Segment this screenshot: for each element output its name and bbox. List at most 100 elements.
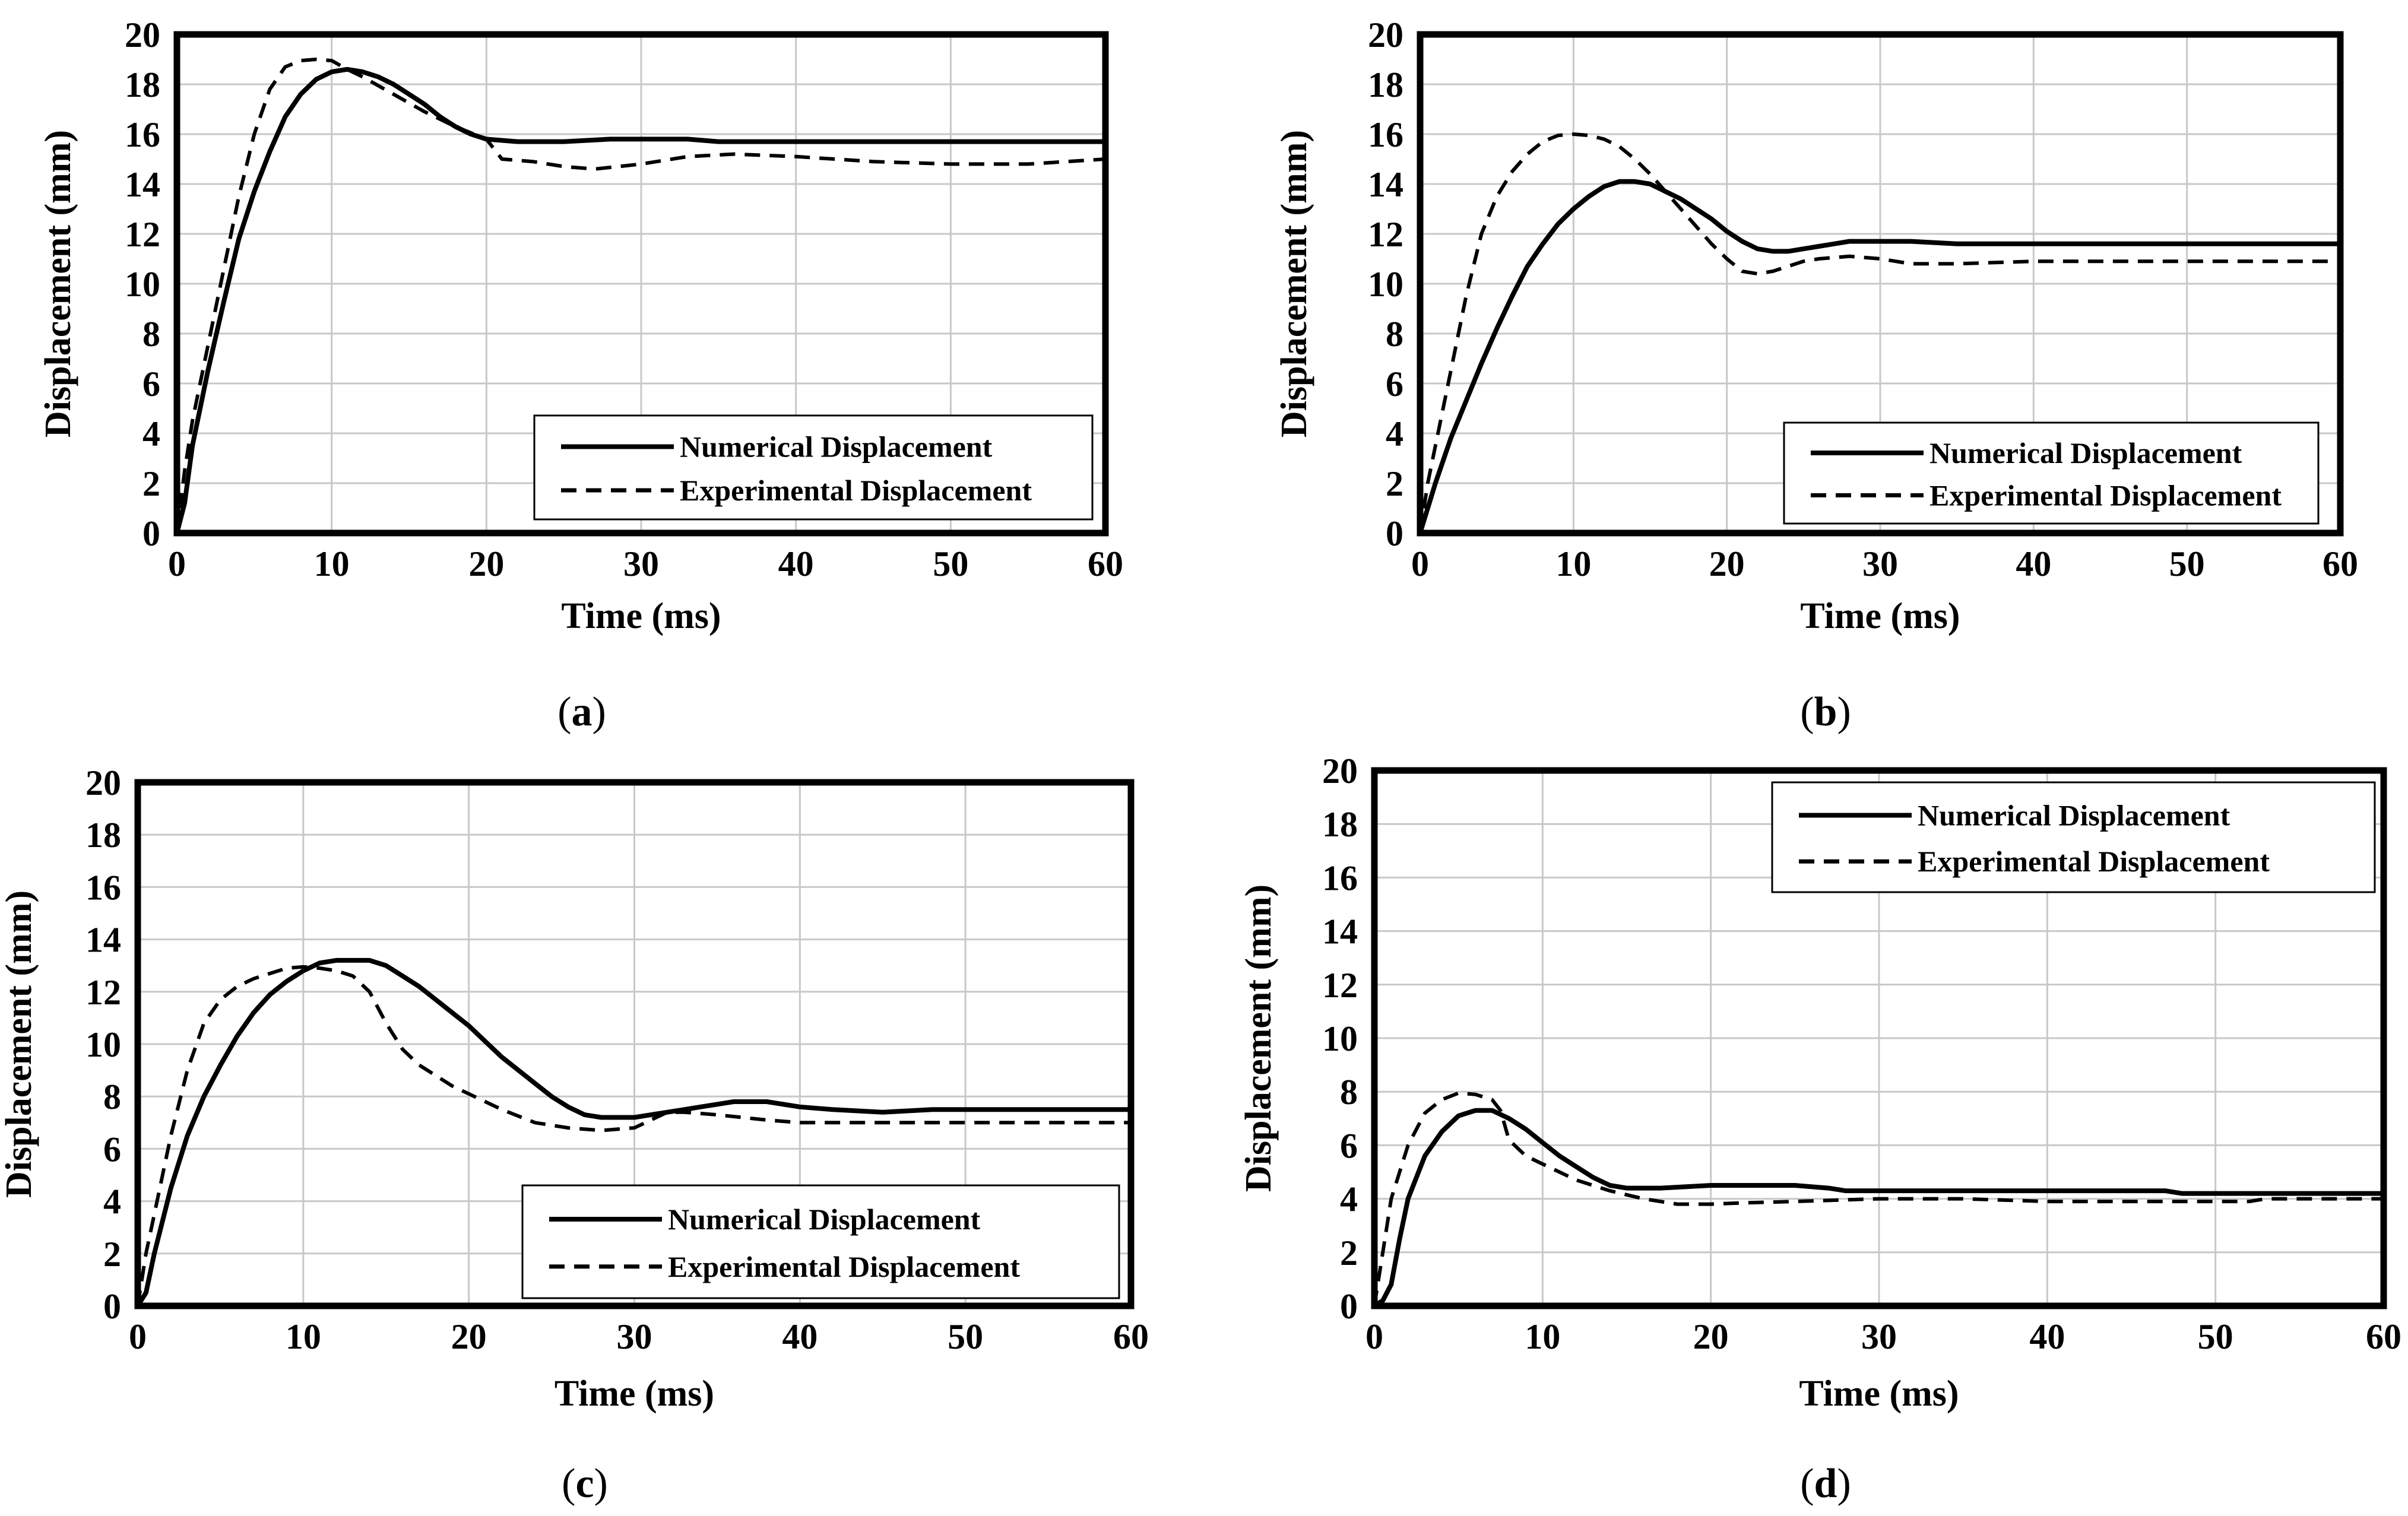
legend-box (533, 414, 1094, 521)
y-tick-label: 18 (85, 816, 121, 855)
y-tick-label: 16 (1368, 115, 1403, 154)
chart-panel-b: 0 2 4 6 8 10 12 14 16 18 20 0 10 20 30 40 50 60 Time (ms) D… (1274, 15, 2358, 735)
x-tick-label: 0 (1365, 1317, 1383, 1356)
x-axis-label: Time (ms) (561, 596, 721, 636)
y-tick-label: 12 (85, 973, 121, 1012)
y-tick-label: 10 (85, 1025, 121, 1064)
x-tick-label: 30 (623, 544, 659, 583)
numerical-displacement-line (135, 957, 1133, 1308)
y-tick-label: 4 (142, 414, 160, 453)
x-tick-label: 0 (168, 544, 186, 583)
x-tick-label: 40 (2029, 1317, 2065, 1356)
x-tick-label: 20 (468, 544, 504, 583)
legend: Numerical Displacement Experimental Displ… (1771, 781, 2376, 893)
y-tick-label: 20 (125, 15, 160, 55)
legend-label: Numerical Displacement (680, 430, 993, 464)
y-axis-label: Displacement (mm) (38, 130, 78, 437)
legend: Numerical Displacement Experimental Displ… (521, 1184, 1120, 1299)
x-tick-label: 40 (2016, 544, 2051, 583)
x-tick-label: 30 (1861, 1317, 1897, 1356)
legend-label: Experimental Displacement (668, 1250, 1020, 1283)
legend-label: Experimental Displacement (680, 474, 1032, 507)
x-tick-label: 10 (314, 544, 350, 583)
x-tick-label: 60 (1113, 1317, 1149, 1356)
x-tick-label: 0 (1411, 544, 1429, 583)
y-tick-label: 14 (125, 165, 160, 204)
y-axis-label: Displacement (mm) (1274, 130, 1314, 437)
y-tick-label: 18 (125, 65, 160, 104)
chart-panel-c: 0 2 4 6 8 10 12 14 16 18 20 0 10 20 30 40 50 60 Time (ms) D… (0, 763, 1149, 1507)
y-tick-label: 14 (1368, 165, 1403, 204)
panel-caption: (b) (1800, 689, 1851, 735)
x-tick-label: 50 (2198, 1317, 2233, 1356)
y-tick-label: 16 (1322, 858, 1358, 897)
chart-panel-a: 0 2 4 6 8 10 12 14 16 18 20 0 10 20 30 40 50 60 Time (ms) D… (38, 15, 1123, 735)
y-tick-label: 0 (1386, 514, 1403, 553)
legend-box (1783, 421, 2320, 525)
legend: Numerical Displacement Experimental Displ… (533, 414, 1094, 521)
panel-caption-letter: a (572, 689, 593, 735)
y-tick-label: 20 (85, 763, 121, 803)
panel-caption: (a) (557, 689, 606, 735)
y-tick-label: 8 (1386, 315, 1403, 354)
x-tick-label: 50 (2169, 544, 2205, 583)
y-tick-label: 12 (125, 215, 160, 254)
plot-frame (173, 31, 1109, 537)
x-tick-label: 10 (1555, 544, 1591, 583)
y-tick-label: 16 (125, 115, 160, 154)
legend-box (1771, 781, 2376, 893)
y-tick-label: 10 (1368, 265, 1403, 304)
y-tick-label: 18 (1368, 65, 1403, 104)
y-tick-label: 2 (1386, 464, 1403, 503)
experimental-displacement-line (175, 58, 1106, 534)
x-axis-label: Time (ms) (555, 1374, 714, 1414)
legend: Numerical Displacement Experimental Displ… (1783, 421, 2320, 525)
y-tick-label: 18 (1322, 805, 1358, 844)
x-tick-label: 60 (2366, 1317, 2401, 1356)
panel-caption-letter: b (1814, 689, 1837, 735)
y-tick-label: 0 (103, 1287, 121, 1326)
legend-label: Experimental Displacement (1929, 478, 2282, 512)
x-tick-label: 20 (1693, 1317, 1729, 1356)
plot-frame (1371, 767, 2387, 1309)
y-tick-label: 8 (142, 315, 160, 354)
legend-label: Numerical Displacement (668, 1203, 981, 1236)
y-tick-label: 8 (103, 1077, 121, 1117)
y-tick-label: 2 (142, 464, 160, 503)
y-tick-label: 16 (85, 868, 121, 907)
x-axis-label: Time (ms) (1800, 596, 1960, 636)
y-tick-label: 2 (103, 1235, 121, 1274)
x-tick-label: 30 (1862, 544, 1898, 583)
y-tick-label: 0 (1340, 1287, 1358, 1326)
y-tick-label: 0 (142, 514, 160, 553)
x-tick-label: 20 (1709, 544, 1745, 583)
panel-caption: (c) (562, 1461, 608, 1507)
y-tick-label: 20 (1322, 751, 1358, 791)
y-tick-label: 4 (1340, 1180, 1358, 1219)
y-tick-label: 4 (103, 1182, 121, 1222)
x-tick-label: 10 (286, 1317, 321, 1356)
legend-label: Numerical Displacement (1918, 799, 2230, 832)
x-tick-label: 60 (1088, 544, 1123, 583)
panel-caption-letter: c (575, 1461, 594, 1507)
y-tick-label: 2 (1340, 1233, 1358, 1273)
y-tick-label: 14 (85, 921, 121, 960)
y-tick-label: 6 (1386, 364, 1403, 404)
y-tick-label: 10 (125, 265, 160, 304)
panel-caption: (d) (1800, 1461, 1851, 1507)
y-tick-label: 6 (1340, 1126, 1358, 1165)
numerical-displacement-line (1418, 179, 2343, 535)
y-tick-label: 12 (1322, 966, 1358, 1005)
x-tick-label: 0 (129, 1317, 147, 1356)
x-tick-label: 20 (451, 1317, 487, 1356)
x-tick-label: 40 (782, 1317, 818, 1356)
legend-label: Numerical Displacement (1929, 436, 2242, 470)
x-axis-label: Time (ms) (1799, 1374, 1959, 1414)
x-tick-label: 50 (948, 1317, 983, 1356)
y-axis-label: Displacement (mm) (0, 890, 39, 1198)
numerical-displacement-line (175, 66, 1108, 535)
y-tick-label: 10 (1322, 1019, 1358, 1058)
panel-caption-letter: d (1814, 1461, 1837, 1507)
x-tick-label: 50 (933, 544, 968, 583)
